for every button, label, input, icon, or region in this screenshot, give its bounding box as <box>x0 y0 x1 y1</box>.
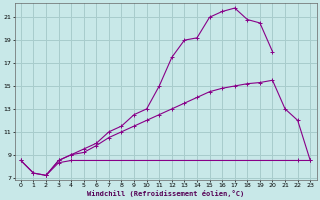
X-axis label: Windchill (Refroidissement éolien,°C): Windchill (Refroidissement éolien,°C) <box>87 190 244 197</box>
